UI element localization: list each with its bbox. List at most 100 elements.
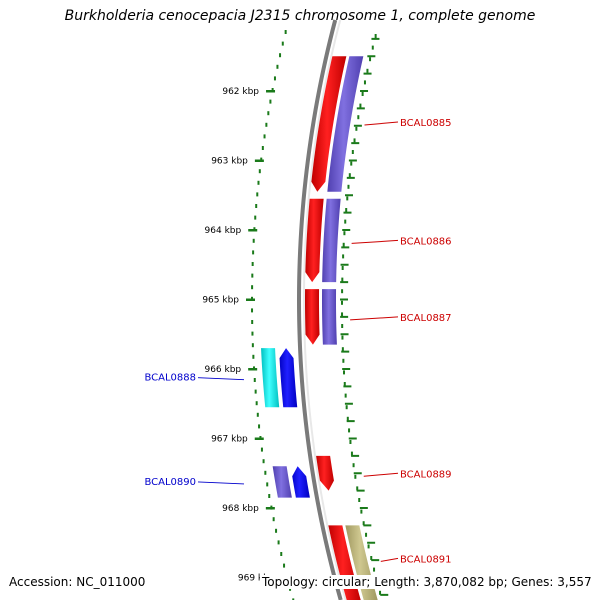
inner-ruler-dot xyxy=(256,412,259,417)
outer-minor-tick xyxy=(356,489,365,492)
outer-ruler-dot xyxy=(379,590,382,595)
outer-ruler-dot xyxy=(373,567,376,572)
outer-ruler-dot xyxy=(343,382,346,386)
outer-minor-tick xyxy=(348,437,357,440)
outer-ruler-dot xyxy=(371,45,374,50)
label-leader-line xyxy=(197,377,245,381)
outer-ruler-dot xyxy=(345,405,348,410)
inner-ruler-dot xyxy=(251,285,254,290)
outer-ruler-dot xyxy=(355,126,358,131)
inner-ruler-dot xyxy=(277,540,280,545)
outer-ruler-dot xyxy=(356,486,359,491)
outer-ruler-dot xyxy=(341,266,344,270)
major-kbp-tick xyxy=(254,159,264,162)
major-kbp-tick xyxy=(248,229,258,232)
outer-ruler-dot xyxy=(366,68,369,73)
inner-ruler-dot xyxy=(263,134,266,139)
outer-ruler-dot xyxy=(347,184,350,189)
outer-ruler-dot xyxy=(369,57,372,62)
forward-gene-arrow xyxy=(305,289,320,345)
outer-ruler-dot xyxy=(360,509,363,514)
backbone-inner xyxy=(302,19,347,600)
inner-ruler-dot xyxy=(251,320,254,324)
outer-ruler-dot xyxy=(358,498,361,502)
inner-ruler-dot xyxy=(265,122,268,127)
inner-ruler-dot xyxy=(251,331,254,336)
major-kbp-tick xyxy=(246,298,256,301)
accession-label: Accession: NC_011000 xyxy=(9,575,149,589)
inner-ruler-dot xyxy=(251,273,254,278)
outer-minor-tick xyxy=(346,420,355,423)
label-leader-line xyxy=(350,316,399,321)
backbone-outer xyxy=(296,19,343,600)
outer-minor-tick xyxy=(353,124,362,127)
inner-ruler-dot xyxy=(264,470,267,475)
reverse-gene-arrow xyxy=(279,348,298,408)
inner-ruler-dot xyxy=(280,552,283,556)
outer-minor-tick xyxy=(340,333,349,336)
label-leader-line xyxy=(380,557,399,562)
inner-ruler-dot xyxy=(258,169,261,174)
kbp-scale-label: 962 kbp xyxy=(222,87,259,97)
outer-minor-tick xyxy=(340,315,349,318)
forward-gene-label: BCAL0885 xyxy=(400,118,452,129)
outer-ruler-dot xyxy=(363,80,366,85)
outer-ruler-dot xyxy=(348,173,351,178)
inner-ruler-dot xyxy=(255,401,258,406)
outer-ruler-dot xyxy=(359,103,362,108)
outer-ruler-dot xyxy=(341,312,344,317)
inner-ruler-dot xyxy=(267,111,270,116)
reverse-gene-label: BCAL0890 xyxy=(144,477,196,488)
inner-ruler-dot xyxy=(275,528,278,533)
inner-ruler-dot xyxy=(252,354,255,359)
outer-minor-tick xyxy=(343,385,352,388)
forward-gene-arrow xyxy=(311,56,347,192)
outer-ruler-dot xyxy=(365,532,368,537)
inner-ruler-dot xyxy=(252,250,255,255)
inner-ruler-dot xyxy=(268,494,271,498)
kbp-scale-label: 968 kbp xyxy=(222,504,259,514)
kbp-scale-label: 963 kbp xyxy=(211,157,248,167)
outer-ruler-dot xyxy=(341,335,344,340)
inner-ruler-dot xyxy=(272,517,275,522)
outer-ruler-dot xyxy=(367,544,370,549)
inner-ruler-dot xyxy=(256,192,259,197)
outer-ruler-dot xyxy=(350,161,353,166)
outer-ruler-dot xyxy=(341,347,344,352)
forward-gene-arrow xyxy=(305,198,324,283)
forward-cds-block xyxy=(322,289,337,345)
outer-ruler-dot xyxy=(343,231,346,236)
kbp-scale-label: 967 kbp xyxy=(211,435,248,445)
outer-minor-tick xyxy=(380,593,389,596)
outer-ruler-dot xyxy=(344,393,347,398)
outer-ruler-dot xyxy=(344,219,347,224)
outer-minor-tick xyxy=(346,176,355,179)
outer-ruler-dot xyxy=(348,428,351,433)
outer-ruler-dot xyxy=(362,521,365,526)
forward-cds-block xyxy=(327,56,364,192)
inner-ruler-dot xyxy=(284,30,287,34)
kbp-scale-label: 966 kbp xyxy=(204,365,241,375)
forward-cds-block xyxy=(322,198,341,283)
kbp-scale-label: 964 kbp xyxy=(205,226,242,236)
outer-minor-tick xyxy=(353,472,362,475)
outer-ruler-dot xyxy=(345,208,348,212)
outer-minor-tick xyxy=(367,541,376,544)
outer-ruler-dot xyxy=(349,440,352,444)
outer-ruler-dot xyxy=(351,150,354,154)
outer-minor-tick xyxy=(363,72,372,75)
outer-ruler-dot xyxy=(353,138,356,143)
outer-ruler-dot xyxy=(343,370,346,375)
forward-gene-label: BCAL0889 xyxy=(400,469,452,480)
outer-ruler-dot xyxy=(341,300,344,305)
outer-minor-tick xyxy=(340,263,349,266)
outer-minor-tick xyxy=(356,107,365,110)
forward-gene-label: BCAL0891 xyxy=(400,554,452,565)
inner-ruler-dot xyxy=(251,308,254,313)
outer-minor-tick xyxy=(363,524,372,527)
inner-ruler-dot xyxy=(252,238,255,243)
inner-ruler-dot xyxy=(251,343,254,348)
forward-gene-arrow xyxy=(316,455,334,491)
inner-ruler-dot xyxy=(292,598,295,600)
outer-minor-tick xyxy=(343,211,352,214)
